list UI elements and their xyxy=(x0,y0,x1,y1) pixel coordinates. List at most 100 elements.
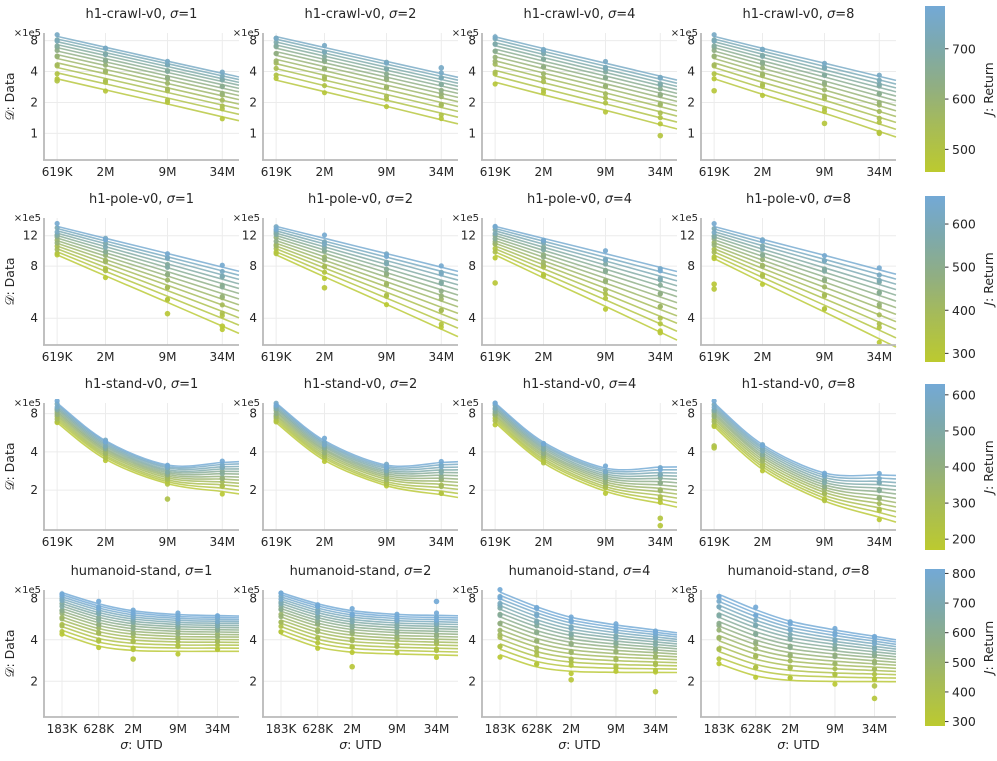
data-point xyxy=(438,81,444,88)
data-point xyxy=(219,116,225,122)
data-point xyxy=(759,53,766,59)
data-point xyxy=(164,264,171,270)
data-point xyxy=(716,656,722,662)
data-point xyxy=(102,450,109,456)
plot-area xyxy=(54,399,240,502)
data-point xyxy=(54,404,60,410)
data-point xyxy=(787,644,793,651)
data-point xyxy=(821,470,828,476)
x-tick-label: 9M xyxy=(377,165,395,179)
data-point xyxy=(540,450,547,456)
data-point xyxy=(492,223,498,229)
data-point xyxy=(602,100,609,106)
data-point xyxy=(438,280,444,286)
data-point xyxy=(219,268,225,275)
data-point xyxy=(716,620,722,626)
data-point xyxy=(492,54,498,60)
outlier-point xyxy=(438,65,445,71)
data-point xyxy=(349,649,355,655)
data-point xyxy=(273,226,279,232)
data-point xyxy=(321,264,328,270)
data-point xyxy=(433,628,440,634)
colorbar-tick-label: 200 xyxy=(952,532,976,547)
axis-offset-label: ×1e5 xyxy=(452,585,479,596)
data-point xyxy=(613,640,619,646)
data-point xyxy=(657,101,663,107)
data-point xyxy=(433,647,440,654)
data-point xyxy=(438,464,444,470)
data-point xyxy=(871,676,878,682)
data-point xyxy=(273,243,279,249)
y-tick-label: 4 xyxy=(468,445,476,459)
axis-offset-label: ×1e5 xyxy=(233,213,260,224)
data-point xyxy=(540,460,547,466)
data-point xyxy=(876,77,882,83)
plot-area xyxy=(492,223,678,341)
data-point xyxy=(787,635,793,642)
data-point xyxy=(602,109,609,115)
data-point xyxy=(315,614,321,621)
data-point xyxy=(383,266,390,272)
data-point xyxy=(716,613,722,619)
fit-line xyxy=(280,625,459,650)
data-point xyxy=(876,99,882,106)
data-point xyxy=(602,468,609,475)
y-tick-label: 8 xyxy=(249,259,257,273)
outlier-point xyxy=(492,280,498,286)
data-point xyxy=(96,644,102,651)
data-point xyxy=(602,95,609,101)
data-point xyxy=(383,282,390,288)
data-point xyxy=(321,241,328,247)
colorbar-tick-label: 400 xyxy=(952,460,976,475)
data-point xyxy=(657,268,663,274)
data-point xyxy=(492,69,498,75)
data-point xyxy=(657,488,663,494)
data-point xyxy=(832,645,838,651)
colorbar-tick-label: 500 xyxy=(952,260,976,275)
x-axis-label: σ: UTD xyxy=(777,737,820,752)
data-point xyxy=(540,79,547,85)
data-point xyxy=(534,649,540,655)
data-point xyxy=(540,273,547,279)
data-point xyxy=(164,297,171,303)
x-tick-label: 619K xyxy=(480,350,512,364)
data-point xyxy=(716,634,722,641)
data-point xyxy=(321,74,328,80)
fit-line xyxy=(275,47,459,91)
data-point xyxy=(273,50,279,57)
data-point xyxy=(54,246,60,253)
data-point xyxy=(315,640,321,646)
fit-line xyxy=(280,602,459,628)
panel-h1-pole-v0-sigma-8: h1-pole-v0, σ=8 ×1e5 4 8 12 619K 2M 9M 34M xyxy=(671,192,897,364)
data-point xyxy=(273,402,279,408)
data-point xyxy=(711,53,717,59)
fit-line xyxy=(494,36,678,81)
data-point xyxy=(383,464,390,470)
data-point xyxy=(54,411,60,418)
outlier-point xyxy=(657,132,664,139)
data-point xyxy=(759,81,766,87)
data-point xyxy=(438,490,444,497)
data-point xyxy=(321,42,328,49)
data-point xyxy=(59,623,65,629)
axis-offset-label: ×1e5 xyxy=(671,585,698,596)
data-point xyxy=(540,71,547,77)
y-tick-label: 2 xyxy=(468,674,476,688)
data-point xyxy=(321,65,328,72)
data-point xyxy=(59,597,65,604)
data-point xyxy=(657,471,663,478)
colorbar-h1-pole-v0: 300 400 500 600 J: Return xyxy=(925,196,996,362)
colorbar-tick-label: 600 xyxy=(952,217,976,232)
data-point xyxy=(102,45,109,51)
y-tick-label: 8 xyxy=(30,259,38,273)
x-axis-label: σ: UTD xyxy=(558,737,601,752)
data-point xyxy=(383,60,390,66)
x-tick-label: 619K xyxy=(480,165,512,179)
fit-line xyxy=(275,62,459,108)
data-point xyxy=(164,58,171,64)
panel-h1-pole-v0-sigma-2: h1-pole-v0, σ=2 ×1e5 4 8 12 619K 2M 9M 34M xyxy=(233,192,459,364)
data-point xyxy=(821,64,828,70)
data-point xyxy=(832,625,838,632)
data-point xyxy=(219,69,225,75)
x-tick-label: 2M xyxy=(781,722,799,736)
